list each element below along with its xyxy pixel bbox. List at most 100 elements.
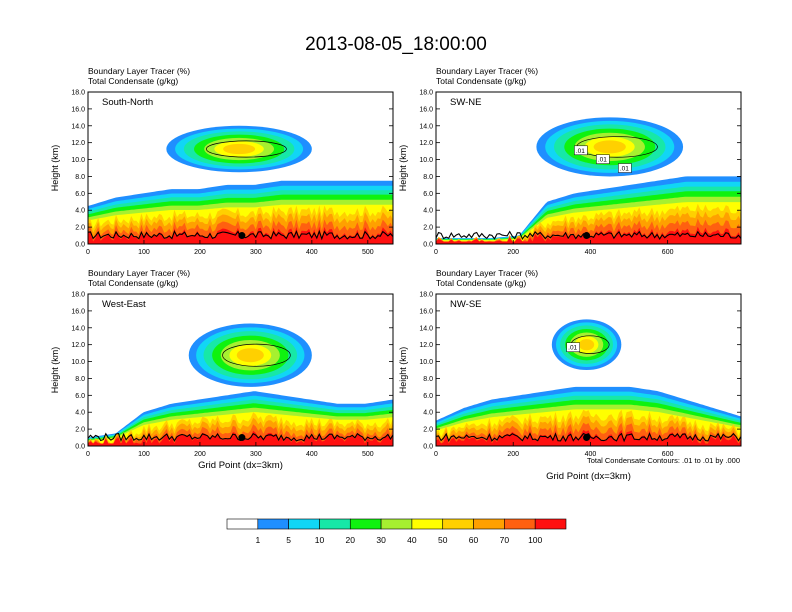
colorbar-swatch (411, 518, 444, 530)
y-tick-label: 10.0 (71, 359, 85, 366)
site-marker (583, 434, 591, 442)
y-tick-label: 14.0 (419, 123, 433, 130)
x-tick-label: 400 (306, 451, 318, 458)
x-tick-label: 0 (434, 451, 438, 458)
y-axis-label: Height (km) (50, 145, 60, 192)
colorbar-swatch (534, 518, 567, 530)
contour-label: .01 (620, 166, 629, 173)
x-tick-label: 200 (194, 451, 206, 458)
cloud-layer-7 (236, 348, 264, 363)
y-tick-label: 6.0 (423, 393, 433, 400)
y-tick-label: 14.0 (71, 123, 85, 130)
colorbar-swatch (504, 518, 536, 530)
panel-label: South-North (102, 97, 153, 108)
tracer-field (88, 323, 393, 446)
y-tick-label: 6.0 (75, 393, 85, 400)
y-tick-label: 0.0 (75, 242, 85, 249)
cloud-layer-7 (578, 339, 595, 351)
panel-label: SW-NE (450, 97, 482, 108)
x-tick-label: 200 (507, 451, 519, 458)
x-tick-label: 100 (138, 451, 150, 458)
colorbar-swatch (288, 518, 320, 530)
colorbar-swatch (473, 518, 505, 530)
plot-frame (435, 91, 742, 245)
contour-label: .01 (568, 345, 577, 352)
y-tick-label: 2.0 (423, 225, 433, 232)
y-tick-label: 6.0 (75, 191, 85, 198)
colorbar-swatch (349, 518, 382, 530)
y-tick-label: 12.0 (71, 140, 85, 147)
y-tick-label: 16.0 (71, 308, 85, 315)
contour-label-box (566, 342, 580, 352)
x-tick-label: 100 (138, 249, 150, 256)
contour-label-box (618, 163, 632, 173)
x-axis-label: Grid Point (dx=3km) (198, 460, 283, 471)
contour-label: .01 (598, 157, 607, 164)
tracer-band-10 (88, 226, 393, 244)
y-tick-label: 18.0 (419, 90, 433, 97)
panel-label: NW-SE (450, 299, 482, 310)
contour-footnote: Total Condensate Contours: .01 to .01 by… (587, 456, 740, 465)
y-tick-label: 14.0 (71, 325, 85, 332)
x-tick-label: 0 (86, 249, 90, 256)
colorbar-swatch (226, 518, 259, 530)
panel-header-condensate: Total Condensate (g/kg) (88, 76, 178, 86)
colorbar: 1 5 10 20 30 40 50 60 70 100 (226, 518, 567, 545)
panel-nw-se: Boundary Layer Tracer (%) Total Condensat… (398, 268, 742, 482)
y-tick-label: 8.0 (75, 376, 85, 383)
panel-header-tracer: Boundary Layer Tracer (%) (436, 66, 538, 76)
plot-frame (435, 293, 742, 447)
condensate-contour (206, 140, 287, 158)
y-tick-label: 8.0 (75, 174, 85, 181)
y-tick-label: 2.0 (75, 427, 85, 434)
y-tick-label: 18.0 (71, 292, 85, 299)
contour-label-box (574, 145, 588, 156)
y-axis-label: Height (km) (398, 145, 408, 192)
site-marker (583, 232, 591, 240)
y-tick-label: 16.0 (419, 308, 433, 315)
y-tick-label: 18.0 (71, 90, 85, 97)
site-marker (238, 232, 246, 240)
plot-frame (87, 91, 394, 245)
contour-label: .01 (576, 148, 585, 155)
y-tick-label: 4.0 (75, 410, 85, 417)
colorbar-label: 50 (438, 535, 448, 545)
colorbar-label: 40 (407, 535, 417, 545)
y-tick-label: 12.0 (419, 140, 433, 147)
x-tick-label: 400 (585, 451, 597, 458)
y-tick-label: 4.0 (75, 208, 85, 215)
x-tick-label: 0 (86, 451, 90, 458)
x-tick-label: 600 (662, 451, 674, 458)
colorbar-label: 100 (528, 535, 542, 545)
colorbar-label: 20 (346, 535, 356, 545)
colorbar-swatch (442, 518, 474, 530)
colorbar-label: 30 (376, 535, 386, 545)
tracer-field: .01 .01 .01 (436, 117, 741, 244)
y-tick-label: 14.0 (419, 325, 433, 332)
colorbar-swatch (319, 518, 351, 530)
y-tick-label: 0.0 (423, 444, 433, 451)
panel-sw-ne: Boundary Layer Tracer (%)Total Condensat… (398, 66, 742, 256)
panel-south-north: Boundary Layer Tracer (%)Total Condensat… (50, 66, 394, 256)
panel-header-condensate: Total Condensate (g/kg) (436, 76, 526, 86)
cloud-layer-7 (593, 140, 626, 154)
y-tick-label: 0.0 (75, 444, 85, 451)
condensate-contour (222, 343, 291, 367)
colorbar-label: 1 (255, 535, 260, 545)
y-tick-label: 10.0 (419, 359, 433, 366)
y-tick-label: 8.0 (423, 376, 433, 383)
tracer-band-10 (436, 226, 741, 244)
x-tick-label: 200 (507, 249, 519, 256)
y-tick-label: 16.0 (419, 106, 433, 113)
y-axis-label: Height (km) (398, 347, 408, 394)
y-tick-label: 18.0 (419, 292, 433, 299)
colorbar-swatch (380, 518, 413, 530)
colorbar-label: 10 (315, 535, 325, 545)
y-tick-label: 12.0 (419, 342, 433, 349)
x-tick-label: 0 (434, 249, 438, 256)
panel-header-tracer: Boundary Layer Tracer (%) (436, 268, 538, 278)
y-tick-label: 2.0 (423, 427, 433, 434)
panel-header-tracer: Boundary Layer Tracer (%) (88, 66, 190, 76)
colorbar-label: 5 (286, 535, 291, 545)
